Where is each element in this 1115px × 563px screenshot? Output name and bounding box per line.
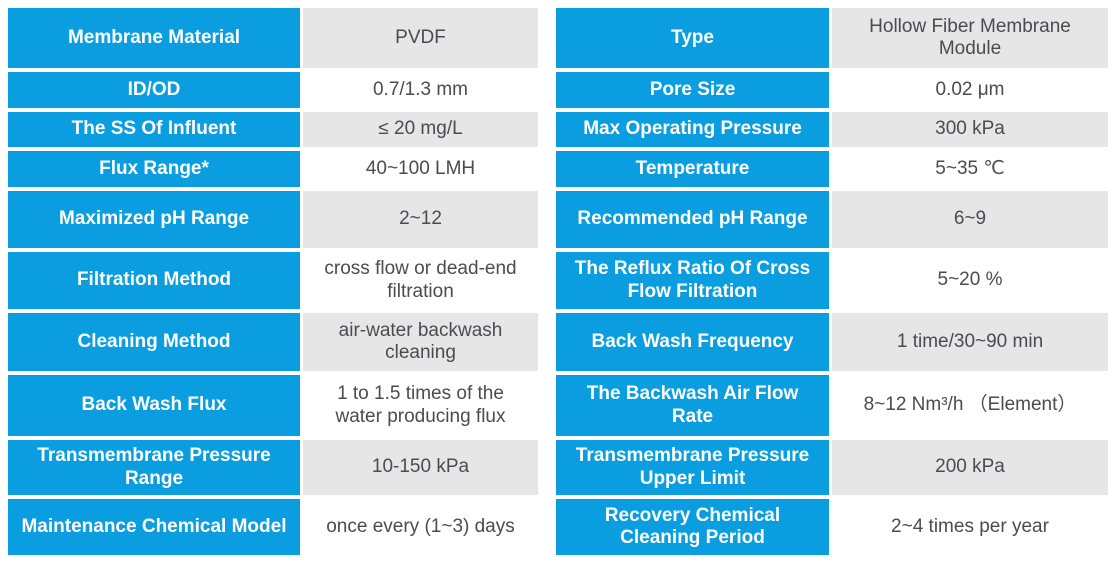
column-divider xyxy=(541,72,553,108)
spec-label-transmembrane-pressure-upper-limit: Transmembrane Pressure Upper Limit xyxy=(556,440,829,495)
spec-label-reflux-ratio: The Reflux Ratio Of Cross Flow Filtratio… xyxy=(556,252,829,309)
spec-label-id-od: ID/OD xyxy=(8,72,300,108)
spec-label-back-wash-flux: Back Wash Flux xyxy=(8,375,300,436)
spec-value-temperature: 5~35 ℃ xyxy=(832,151,1108,187)
spec-value-membrane-material: PVDF xyxy=(303,8,538,68)
spec-value-maintenance-chemical-model: once every (1~3) days xyxy=(303,499,538,555)
spec-value-filtration-method: cross flow or dead-end filtration xyxy=(303,252,538,309)
spec-label-recommended-ph-range: Recommended pH Range xyxy=(556,191,829,248)
spec-label-type: Type xyxy=(556,8,829,68)
spec-label-membrane-material: Membrane Material xyxy=(8,8,300,68)
column-divider xyxy=(541,112,553,147)
membrane-spec-table: Membrane Material PVDF Type Hollow Fiber… xyxy=(8,8,1108,555)
spec-value-reflux-ratio: 5~20 % xyxy=(832,252,1108,309)
spec-value-backwash-air-flow-rate: 8~12 Nm³/h （Element） xyxy=(832,375,1108,436)
spec-value-id-od: 0.7/1.3 mm xyxy=(303,72,538,108)
spec-label-cleaning-method: Cleaning Method xyxy=(8,313,300,371)
spec-value-recovery-chemical-cleaning-period: 2~4 times per year xyxy=(832,499,1108,555)
spec-value-flux-range: 40~100 LMH xyxy=(303,151,538,187)
spec-value-back-wash-frequency: 1 time/30~90 min xyxy=(832,313,1108,371)
spec-value-pore-size: 0.02 μm xyxy=(832,72,1108,108)
column-divider xyxy=(541,440,553,495)
column-divider xyxy=(541,375,553,436)
spec-label-temperature: Temperature xyxy=(556,151,829,187)
spec-label-flux-range: Flux Range* xyxy=(8,151,300,187)
spec-label-recovery-chemical-cleaning-period: Recovery Chemical Cleaning Period xyxy=(556,499,829,555)
spec-label-maintenance-chemical-model: Maintenance Chemical Model xyxy=(8,499,300,555)
spec-label-pore-size: Pore Size xyxy=(556,72,829,108)
spec-label-ss-of-influent: The SS Of Influent xyxy=(8,112,300,147)
spec-value-cleaning-method: air-water backwash cleaning xyxy=(303,313,538,371)
spec-value-recommended-ph-range: 6~9 xyxy=(832,191,1108,248)
column-divider xyxy=(541,191,553,248)
spec-value-transmembrane-pressure-upper-limit: 200 kPa xyxy=(832,440,1108,495)
column-divider xyxy=(541,499,553,555)
spec-label-max-operating-pressure: Max Operating Pressure xyxy=(556,112,829,147)
spec-value-type: Hollow Fiber Membrane Module xyxy=(832,8,1108,68)
spec-label-back-wash-frequency: Back Wash Frequency xyxy=(556,313,829,371)
spec-label-backwash-air-flow-rate: The Backwash Air Flow Rate xyxy=(556,375,829,436)
spec-label-maximized-ph-range: Maximized pH Range xyxy=(8,191,300,248)
spec-value-ss-of-influent: ≤ 20 mg/L xyxy=(303,112,538,147)
column-divider xyxy=(541,8,553,68)
spec-value-transmembrane-pressure-range: 10-150 kPa xyxy=(303,440,538,495)
spec-value-back-wash-flux: 1 to 1.5 times of the water producing fl… xyxy=(303,375,538,436)
column-divider xyxy=(541,252,553,309)
spec-value-maximized-ph-range: 2~12 xyxy=(303,191,538,248)
spec-label-filtration-method: Filtration Method xyxy=(8,252,300,309)
column-divider xyxy=(541,313,553,371)
spec-label-transmembrane-pressure-range: Transmembrane Pressure Range xyxy=(8,440,300,495)
spec-value-max-operating-pressure: 300 kPa xyxy=(832,112,1108,147)
column-divider xyxy=(541,151,553,187)
